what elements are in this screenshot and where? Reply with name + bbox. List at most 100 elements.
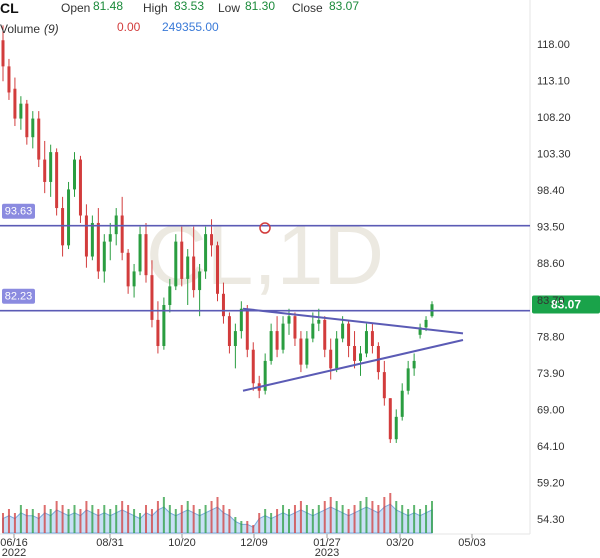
candle-body [221, 293, 225, 317]
y-tick-label: 69.00 [537, 404, 565, 416]
open-value: 81.48 [93, 0, 123, 13]
candle-body [13, 88, 17, 119]
level-tag [2, 288, 35, 304]
y-tick-label: 113.10 [537, 76, 570, 88]
candle-body [120, 215, 124, 253]
candle-body [25, 103, 29, 138]
candle-body [49, 152, 53, 182]
low-value: 81.30 [245, 0, 275, 13]
candle-body [144, 234, 148, 276]
candle-body [168, 286, 172, 305]
candle-body [37, 118, 41, 160]
volume-bar [353, 505, 356, 533]
volume-bar [139, 513, 142, 533]
candle-body [198, 271, 202, 291]
volume-bar [109, 509, 112, 533]
candle-body [126, 252, 130, 287]
close-value: 83.07 [329, 0, 359, 13]
volume-bar [431, 501, 433, 533]
candle-body [84, 215, 88, 257]
volume-bar [204, 505, 207, 533]
candle-body [90, 222, 94, 257]
volume-bar [282, 505, 285, 533]
volume-series [2, 493, 433, 534]
candle-body [174, 241, 178, 287]
candle-body [335, 338, 339, 369]
level-tag-label: 82.23 [5, 291, 33, 303]
volume-bar [264, 509, 267, 533]
close-label: Close [292, 1, 323, 15]
candle-body [239, 308, 243, 332]
candle-body [400, 390, 404, 417]
y-tick-label: 78.80 [537, 331, 565, 343]
volume-bar [79, 509, 82, 533]
trendlines[interactable] [242, 307, 464, 392]
candle-body [78, 159, 82, 216]
volume-bar [222, 505, 225, 533]
open-label: Open [61, 1, 90, 15]
volume-bar [240, 521, 243, 533]
high-label: High [143, 1, 168, 15]
candle-body [192, 256, 196, 291]
volume-bar [103, 505, 106, 533]
candle-body [138, 234, 142, 272]
volume-bar [365, 497, 368, 533]
volume-bar [127, 505, 130, 533]
symbol-label: CL [0, 0, 19, 16]
candle-body [287, 316, 291, 324]
volume-bar [216, 497, 219, 533]
volume-bar [198, 509, 201, 533]
volume-bar [186, 501, 189, 533]
candle-body [102, 241, 106, 272]
candle-body [156, 319, 160, 347]
x-tick-label: 05/03 [458, 537, 486, 549]
volume-bar [85, 501, 88, 533]
volume-period: (9) [44, 22, 59, 36]
volume-bar [210, 501, 213, 533]
volume-bar [293, 505, 296, 533]
volume-bar [407, 509, 410, 533]
volume-bar [180, 505, 183, 533]
candle-body [210, 234, 214, 246]
candle-body [204, 234, 208, 272]
volume-bar [395, 501, 398, 533]
y-tick-label: 118.00 [537, 39, 570, 51]
candle-body [245, 308, 249, 350]
x-tick-label: 12/09 [240, 537, 268, 549]
candle-body [96, 222, 100, 272]
y-tick-label: 108.20 [537, 112, 571, 124]
volume-bar [91, 505, 94, 533]
candle-body [293, 316, 297, 339]
volume-bar [258, 513, 261, 533]
volume-bar [133, 509, 136, 533]
x-tick-label: 06/16 [0, 537, 28, 549]
volume-bar [276, 509, 279, 533]
candle-body [364, 331, 368, 354]
volume-bar [329, 497, 332, 533]
candle-body [108, 234, 112, 242]
volume-bar [2, 513, 4, 533]
candle-body [305, 338, 309, 365]
trendline[interactable] [242, 339, 464, 392]
volume-bar [288, 509, 290, 533]
volume-bar [425, 505, 428, 533]
candle-body [233, 331, 237, 347]
volume-bar [377, 505, 380, 533]
volume-bar [19, 505, 22, 533]
y-tick-label: 64.10 [537, 441, 565, 453]
volume-bar [174, 509, 177, 533]
candle-body [150, 275, 154, 320]
y-tick-label: 93.50 [537, 222, 565, 234]
price-alert-marker[interactable] [259, 222, 271, 234]
candle-body [412, 360, 416, 369]
volume-bar [61, 505, 64, 533]
volume-bar [270, 513, 273, 533]
trendline[interactable] [242, 307, 464, 335]
candle-body [186, 256, 190, 279]
candle-body [311, 323, 315, 339]
volume-bar [389, 493, 392, 533]
volume-bar [121, 501, 124, 533]
volume-bar [37, 513, 40, 533]
candle-body [7, 66, 11, 93]
